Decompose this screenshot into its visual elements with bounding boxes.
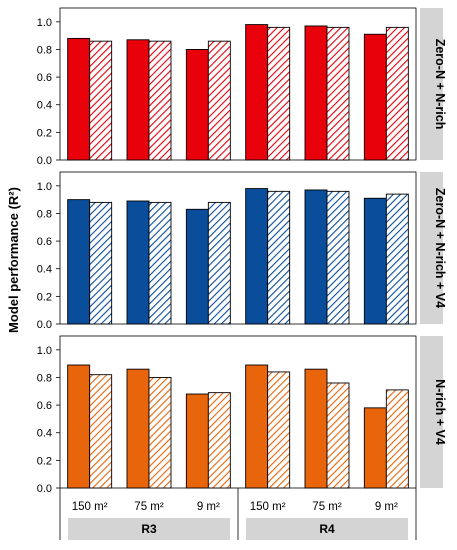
panel-2: 0.0 0.2 0.4 0.6 0.8 1.0 Zero-N + N-rich + V4 <box>37 171 447 331</box>
y-tick-label: 0.8 <box>37 372 52 384</box>
y-tick-label: 0.4 <box>37 100 52 112</box>
y-tick-label: 0.6 <box>37 400 52 412</box>
y-tick-label: 0.8 <box>37 208 52 220</box>
bar-solid <box>363 197 387 325</box>
bar-solid <box>67 364 91 489</box>
bar-hatched <box>267 26 291 161</box>
y-tick-label: 1.0 <box>37 345 52 357</box>
x-tick-label: 9 m² <box>375 501 398 513</box>
bar-solid <box>245 188 269 325</box>
plot-frame <box>59 171 417 325</box>
bar-hatched <box>148 201 172 325</box>
bar-solid <box>304 189 328 325</box>
bar-hatched <box>89 374 113 489</box>
bar-hatched <box>207 201 231 325</box>
bar-hatched <box>326 382 350 489</box>
x-tick-label: 75 m² <box>312 501 342 513</box>
bar-solid <box>126 200 150 325</box>
bar-solid <box>67 37 91 161</box>
panel-title: N-rich + V4 <box>433 379 447 445</box>
bar-solid <box>185 393 209 489</box>
bar-solid <box>185 49 209 161</box>
y-tick-label: 0.8 <box>37 44 52 56</box>
y-tick-label: 0.2 <box>37 291 52 303</box>
bar-solid <box>126 39 150 161</box>
panel-1: 0.0 0.2 0.4 0.6 0.8 1.0 Zero-N + N-rich <box>37 7 447 167</box>
bar-hatched <box>385 389 409 489</box>
y-tick-label: 0.6 <box>37 236 52 248</box>
y-tick-label: 0.6 <box>37 72 52 84</box>
bar-hatched <box>326 190 350 325</box>
bar-solid <box>126 368 150 489</box>
plot-frame <box>59 7 417 161</box>
bar-solid <box>245 24 269 161</box>
bar-hatched <box>267 371 291 489</box>
bar-solid <box>304 25 328 161</box>
panel-title: Zero-N + N-rich + V4 <box>433 188 447 308</box>
bar-hatched <box>89 201 113 325</box>
bar-hatched <box>148 40 172 161</box>
bar-hatched <box>207 392 231 489</box>
panel-strip <box>420 8 443 160</box>
y-tick-label: 0.2 <box>37 455 52 467</box>
bar-solid <box>245 364 269 489</box>
x-tick-label: 150 m² <box>250 501 286 513</box>
group-label: R4 <box>319 522 335 536</box>
y-tick-label: 1.0 <box>37 17 52 29</box>
panel-3: 0.0 0.2 0.4 0.6 0.8 1.0 N-rich + V4 <box>37 335 447 495</box>
group-label-box <box>68 518 230 540</box>
bar-hatched <box>326 26 350 161</box>
panel-strip <box>420 172 443 324</box>
group-label-box <box>246 518 408 540</box>
group-label: R3 <box>141 522 157 536</box>
bar-solid <box>363 33 387 161</box>
bar-hatched <box>148 377 172 489</box>
y-tick-label: 0.0 <box>37 483 52 495</box>
panel-strip <box>420 336 443 488</box>
bar-solid <box>304 368 328 489</box>
bar-hatched <box>385 193 409 325</box>
bar-solid <box>363 407 387 489</box>
bar-hatched <box>385 26 409 161</box>
bar-solid <box>185 208 209 325</box>
bar-hatched <box>267 190 291 325</box>
y-tick-label: 1.0 <box>37 181 52 193</box>
y-tick-label: 0.0 <box>37 155 52 167</box>
y-tick-label: 0.2 <box>37 127 52 139</box>
plot-frame <box>59 335 417 489</box>
bar-hatched <box>89 40 113 161</box>
y-tick-label: 0.4 <box>37 264 52 276</box>
y-tick-label: 0.0 <box>37 319 52 331</box>
x-tick-label: 150 m² <box>72 501 108 513</box>
y-tick-label: 0.4 <box>37 428 52 440</box>
x-tick-label: 75 m² <box>134 501 164 513</box>
y-axis-label: Model performance (R²) <box>6 187 21 333</box>
x-tick-label: 9 m² <box>197 501 220 513</box>
bar-solid <box>67 199 91 325</box>
bar-hatched <box>207 40 231 161</box>
panel-title: Zero-N + N-rich <box>433 39 447 130</box>
